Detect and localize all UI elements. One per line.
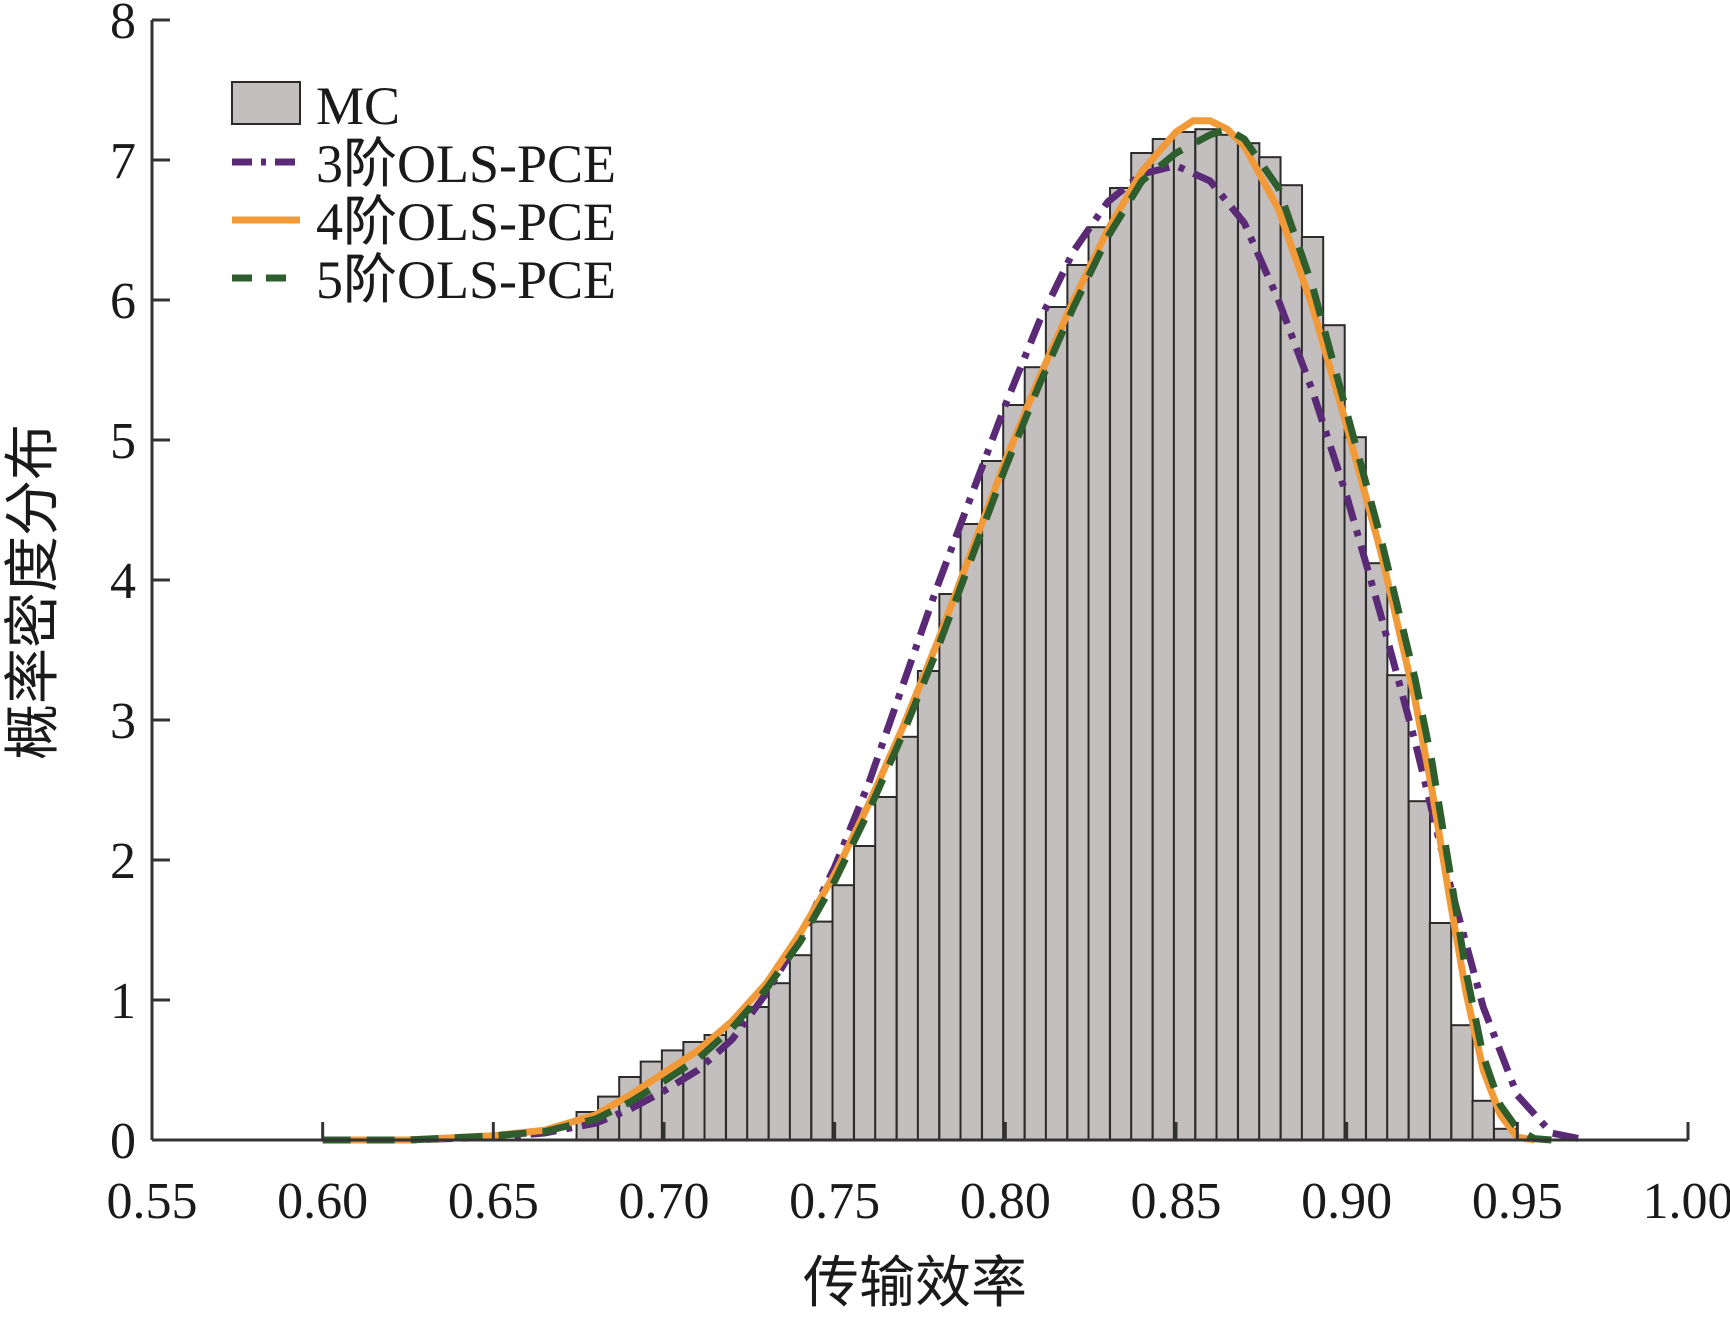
legend-swatch-mc: [231, 81, 301, 125]
histogram-bar-17: [938, 593, 962, 1141]
histogram-bar-39: [1407, 800, 1432, 1141]
x-tick-label-8: 0.95: [1472, 1173, 1563, 1230]
y-tick-label-3: 3: [110, 693, 136, 750]
histogram-bar-29: [1194, 128, 1218, 1141]
histogram-bar-12: [831, 884, 855, 1142]
histogram-bar-30: [1215, 133, 1239, 1142]
legend-label-3rd-order: 3阶OLS-PCE: [316, 134, 616, 194]
y-axis-title: 概率密度分布: [1, 424, 66, 760]
histogram-bar-11: [810, 920, 834, 1141]
legend-label-mc: MC: [316, 76, 400, 136]
x-tick-label-7: 0.90: [1301, 1173, 1392, 1230]
histogram-bar-37: [1365, 562, 1389, 1141]
legend-label-4th-order: 4阶OLS-PCE: [316, 192, 616, 252]
x-tick-label-9: 1.00: [1643, 1173, 1730, 1230]
histogram-bar-24: [1087, 226, 1111, 1141]
legend: MC 3阶OLS-PCE 4阶OLS-PCE 5阶OLS-PCE: [231, 76, 616, 310]
x-tick-label-0: 0.55: [107, 1173, 198, 1230]
y-tick-label-2: 2: [110, 833, 136, 890]
x-tick-label-1: 0.60: [277, 1173, 368, 1230]
histogram-bar-26: [1130, 152, 1154, 1141]
y-tick-label-8: 8: [110, 0, 136, 50]
histogram-bar-21: [1023, 366, 1048, 1141]
y-tick-label-1: 1: [110, 973, 136, 1030]
histogram-bar-38: [1386, 674, 1410, 1141]
histogram-bar-19: [981, 460, 1005, 1141]
histogram-bar-9: [767, 982, 792, 1142]
histogram-bar-16: [916, 670, 941, 1141]
x-tick-label-2: 0.65: [448, 1173, 539, 1230]
histogram-bar-18: [959, 523, 983, 1141]
histogram-bar-41: [1450, 1024, 1474, 1141]
x-tick-label-5: 0.80: [960, 1173, 1051, 1230]
x-axis-title: 传输效率: [803, 1251, 1027, 1316]
histogram-bar-40: [1428, 922, 1453, 1141]
histogram-bar-10: [788, 954, 813, 1142]
y-tick-label-6: 6: [110, 273, 136, 330]
y-tick-label-0: 0: [110, 1113, 136, 1170]
histogram-bar-8: [746, 1006, 770, 1141]
histogram-bar-31: [1237, 142, 1261, 1141]
histogram-bar-25: [1109, 187, 1133, 1141]
histogram-bar-23: [1066, 264, 1090, 1141]
histogram-bar-15: [895, 735, 920, 1141]
histogram-bar-42: [1471, 1099, 1495, 1142]
histogram-bar-28: [1172, 131, 1197, 1141]
histogram-bars: [575, 128, 1517, 1142]
y-tick-label-4: 4: [110, 553, 136, 610]
series-line-3th-order: [322, 162, 1587, 1144]
histogram-bar-27: [1151, 138, 1176, 1141]
histogram-bar-36: [1343, 436, 1367, 1141]
x-tick-label-6: 0.85: [1131, 1173, 1222, 1230]
series-line-5th-order: [322, 125, 1552, 1144]
histogram-bar-22: [1044, 306, 1069, 1141]
y-tick-label-7: 7: [110, 133, 136, 190]
legend-label-5th-order: 5阶OLS-PCE: [316, 250, 616, 310]
pce-curves: [322, 117, 1587, 1144]
x-tick-label-3: 0.70: [619, 1173, 710, 1230]
x-tick-label-4: 0.75: [789, 1173, 880, 1230]
histogram-bar-20: [1002, 404, 1026, 1141]
y-tick-label-5: 5: [110, 413, 136, 470]
histogram-bar-13: [853, 845, 877, 1141]
histogram-bar-14: [874, 796, 898, 1141]
tick-labels: 0.55 0.60 0.65 0.70 0.75 0.80 0.85 0.90 0.95 1.00…: [107, 0, 1730, 1230]
histogram-bar-33: [1279, 184, 1304, 1141]
